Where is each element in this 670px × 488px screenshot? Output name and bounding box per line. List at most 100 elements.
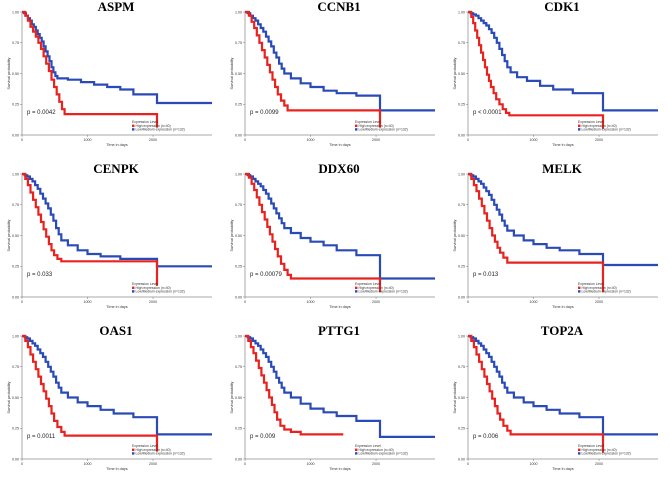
- y-tick-label: 0.00: [458, 295, 465, 299]
- y-tick-label: 0.50: [235, 234, 242, 238]
- high-expression-curve: [468, 334, 605, 453]
- p-value: p < 0.0001: [473, 110, 502, 116]
- p-value: p = 0.0099: [250, 110, 279, 116]
- y-tick-label: 0.75: [12, 203, 19, 207]
- panel-title: TOP2A: [541, 323, 584, 338]
- legend-swatch-high: [578, 286, 581, 289]
- km-panel-cenpk: CENPK 0.00 0.25 0.50 0.75 1.00 0 1000 2000 Time i…: [7, 161, 212, 309]
- low-expression-curve: [22, 10, 212, 105]
- panel-title: CCNB1: [317, 0, 360, 14]
- y-tick-label: 0.25: [458, 265, 465, 269]
- legend-title: Expression Level: [578, 282, 604, 286]
- km-panel-melk: MELK 0.00 0.25 0.50 0.75 1.00 0 1000 2000 Time in…: [453, 161, 658, 309]
- x-tick-label: 0: [21, 138, 23, 142]
- legend-label-high: High expression (n=40): [582, 124, 617, 128]
- p-value: p = 0.006: [473, 434, 499, 440]
- legend-swatch-low: [578, 290, 581, 293]
- y-tick-label: 1.00: [458, 334, 465, 338]
- x-tick-label: 1000: [84, 300, 92, 304]
- legend-swatch-low: [132, 452, 135, 455]
- y-axis-label: Survival probability: [230, 57, 234, 89]
- km-panel-ccnb1: CCNB1 0.00 0.25 0.50 0.75 1.00 0 1000 2000 Time i…: [230, 0, 435, 147]
- p-value: p = 0.0042: [27, 110, 56, 116]
- panel-title: ASPM: [98, 0, 135, 14]
- legend-swatch-high: [132, 448, 135, 451]
- panel-title: CENPK: [93, 161, 139, 176]
- y-tick-label: 0.50: [235, 396, 242, 400]
- low-expression-curve: [468, 334, 658, 436]
- y-tick-label: 1.00: [458, 172, 465, 176]
- y-tick-label: 0.75: [12, 41, 19, 45]
- panel-title: OAS1: [99, 323, 132, 338]
- x-axis-label: Time in days: [552, 467, 573, 471]
- y-axis-label: Survival probability: [453, 219, 457, 251]
- y-tick-label: 0.50: [12, 396, 19, 400]
- p-value: p = 0.013: [473, 272, 499, 278]
- x-tick-label: 1000: [530, 300, 538, 304]
- x-tick-label: 1000: [84, 138, 92, 142]
- y-tick-label: 0.25: [12, 265, 19, 269]
- km-panel-pttg1: PTTG1 0.00 0.25 0.50 0.75 1.00 0 1000 2000 Time i…: [230, 323, 435, 471]
- legend-title: Expression Level: [355, 444, 381, 448]
- y-tick-label: 0.75: [12, 365, 19, 369]
- km-panel-top2a: TOP2A 0.00 0.25 0.50 0.75 1.00 0 1000 2000 Time i…: [453, 323, 658, 471]
- x-tick-label: 1000: [307, 138, 315, 142]
- legend-label-high: High expression (n=40): [359, 124, 394, 128]
- y-tick-label: 0.25: [235, 103, 242, 107]
- low-expression-curve: [468, 172, 658, 267]
- x-tick-label: 1000: [307, 300, 315, 304]
- x-tick-label: 1000: [530, 138, 538, 142]
- y-tick-label: 0.25: [235, 427, 242, 431]
- legend-label-high: High expression (n=40): [136, 286, 171, 290]
- low-expression-curve: [245, 334, 435, 438]
- panel-title: CDK1: [544, 0, 579, 14]
- x-tick-label: 2000: [595, 462, 603, 466]
- x-tick-label: 2000: [595, 300, 603, 304]
- y-tick-label: 1.00: [12, 172, 19, 176]
- y-axis-label: Survival probability: [7, 219, 11, 251]
- x-tick-label: 0: [244, 138, 246, 142]
- y-tick-label: 0.75: [458, 203, 465, 207]
- x-axis-label: Time in days: [106, 305, 127, 309]
- x-tick-label: 2000: [372, 462, 380, 466]
- high-expression-curve: [22, 172, 159, 286]
- low-expression-curve: [468, 10, 658, 112]
- legend-swatch-high: [132, 124, 135, 127]
- legend-swatch-low: [355, 290, 358, 293]
- y-tick-label: 0.00: [235, 457, 242, 461]
- high-expression-curve: [22, 334, 159, 452]
- legend-label-high: High expression (n=40): [136, 448, 171, 452]
- low-expression-curve: [22, 334, 212, 436]
- x-tick-label: 1000: [530, 462, 538, 466]
- km-panel-cdk1: CDK1 0.00 0.25 0.50 0.75 1.00 0 1000 2000 Time in…: [453, 0, 658, 147]
- y-tick-label: 0.25: [12, 427, 19, 431]
- y-axis-label: Survival probability: [7, 381, 11, 413]
- legend-label-high: High expression (n=40): [582, 448, 617, 452]
- y-tick-label: 0.50: [12, 72, 19, 76]
- legend-swatch-low: [578, 128, 581, 131]
- panel-title: MELK: [542, 161, 583, 176]
- x-tick-label: 2000: [372, 300, 380, 304]
- low-expression-curve: [22, 172, 212, 268]
- y-tick-label: 0.00: [12, 295, 19, 299]
- y-tick-label: 0.75: [235, 41, 242, 45]
- x-axis-label: Time in days: [552, 305, 573, 309]
- y-tick-label: 0.50: [235, 72, 242, 76]
- legend-label-high: High expression (n=40): [582, 286, 617, 290]
- y-axis-label: Survival probability: [453, 381, 457, 413]
- x-tick-label: 0: [21, 462, 23, 466]
- y-tick-label: 0.75: [458, 41, 465, 45]
- x-tick-label: 2000: [372, 138, 380, 142]
- low-expression-curve: [245, 172, 435, 280]
- y-tick-label: 1.00: [235, 172, 242, 176]
- high-expression-curve: [245, 334, 344, 436]
- y-tick-label: 0.00: [12, 457, 19, 461]
- y-axis-label: Survival probability: [230, 381, 234, 413]
- x-axis-label: Time in days: [106, 467, 127, 471]
- x-tick-label: 1000: [84, 462, 92, 466]
- legend-title: Expression Level: [355, 120, 381, 124]
- x-axis-label: Time in days: [329, 143, 350, 147]
- km-panel-ddx60: DDX60 0.00 0.25 0.50 0.75 1.00 0 1000 2000 Time i…: [230, 161, 435, 309]
- x-axis-label: Time in days: [329, 305, 350, 309]
